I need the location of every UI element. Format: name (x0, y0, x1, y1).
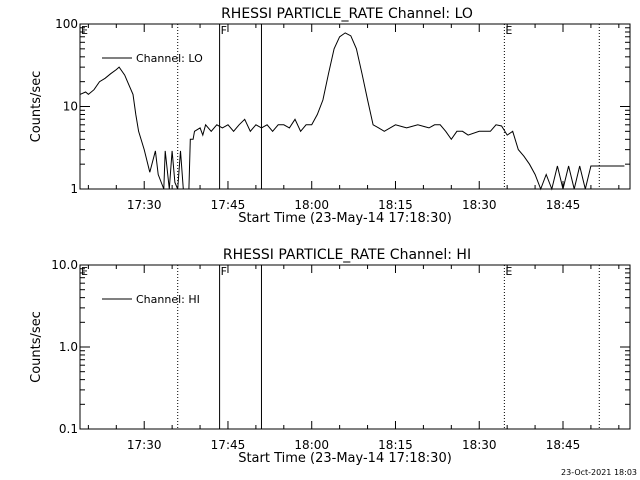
timestamp-label: 23-Oct-2021 18:03 (561, 468, 637, 477)
marker-letter: E (81, 265, 88, 278)
y-axis-label: Counts/sec (29, 311, 44, 383)
marker-letter: F (221, 24, 227, 37)
x-tick-label: 18:00 (294, 438, 329, 452)
y-tick-label: 1.0 (59, 340, 78, 354)
x-tick-label: 18:30 (462, 198, 497, 212)
x-tick-label: 18:00 (294, 198, 329, 212)
plot-frame (79, 23, 631, 190)
x-tick-label: 17:30 (127, 198, 162, 212)
chart-hi: RHESSI PARTICLE_RATE Channel: HI 17:30 17:… (29, 247, 631, 466)
chart-lo: RHESSI PARTICLE_RATE Channel: LO 17:30 17:… (29, 6, 631, 226)
y-tick-label: 10.0 (51, 258, 78, 272)
y-tick-label: 1 (70, 182, 78, 196)
marker-letter: E (81, 24, 88, 37)
x-tick-label: 18:30 (462, 438, 497, 452)
x-axis-label: Start Time (23-May-14 17:18:30) (238, 211, 452, 226)
x-axis-label: Start Time (23-May-14 17:18:30) (238, 451, 452, 466)
marker-letter: E (505, 265, 512, 278)
series-line (79, 32, 625, 191)
chart-title: RHESSI PARTICLE_RATE Channel: LO (221, 6, 473, 22)
y-axis-label: Counts/sec (29, 71, 44, 143)
x-tick-label: 17:45 (211, 198, 246, 212)
x-tick-label: 18:45 (546, 438, 581, 452)
y-tick-label: 100 (55, 17, 78, 31)
legend-label: Channel: LO (136, 52, 203, 65)
x-tick-label: 18:15 (378, 438, 413, 452)
marker-letter: E (505, 24, 512, 37)
y-tick-label: 0.1 (59, 422, 78, 436)
plot-frame (79, 264, 631, 430)
y-tick-label: 10 (63, 100, 78, 114)
x-tick-label: 18:45 (546, 198, 581, 212)
chart-title: RHESSI PARTICLE_RATE Channel: HI (223, 247, 471, 263)
x-tick-label: 17:30 (127, 438, 162, 452)
legend-label: Channel: HI (136, 293, 200, 306)
x-tick-label: 18:15 (378, 198, 413, 212)
marker-letter: F (221, 265, 227, 278)
x-tick-label: 17:45 (211, 438, 246, 452)
